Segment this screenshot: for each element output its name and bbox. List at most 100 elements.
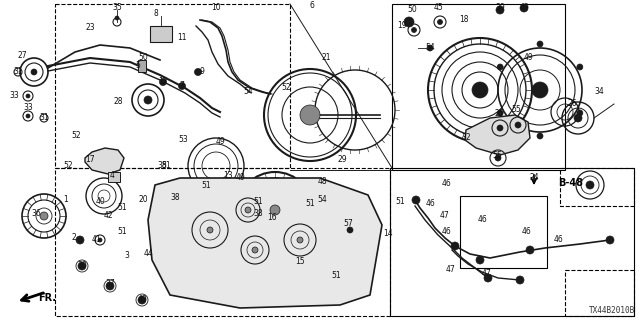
Circle shape <box>252 247 258 253</box>
Circle shape <box>347 227 353 233</box>
Circle shape <box>207 227 213 233</box>
Text: 55: 55 <box>511 106 521 115</box>
Circle shape <box>520 4 528 12</box>
Circle shape <box>577 64 583 70</box>
Text: 46: 46 <box>441 228 451 236</box>
Text: 52: 52 <box>281 83 291 92</box>
Text: 47: 47 <box>482 269 492 278</box>
Circle shape <box>577 110 583 116</box>
Circle shape <box>606 236 614 244</box>
Circle shape <box>40 212 48 220</box>
Text: 40: 40 <box>95 197 105 206</box>
Text: 28: 28 <box>113 98 123 107</box>
Text: 55: 55 <box>492 151 502 161</box>
Text: 11: 11 <box>177 34 187 43</box>
Circle shape <box>537 41 543 47</box>
Text: 7: 7 <box>180 82 184 91</box>
Text: 3: 3 <box>125 252 129 260</box>
Text: 16: 16 <box>267 213 277 222</box>
Bar <box>55 4 290 168</box>
Text: 32: 32 <box>461 133 471 142</box>
Circle shape <box>495 155 501 161</box>
Text: 50: 50 <box>407 5 417 14</box>
Circle shape <box>496 6 504 14</box>
Text: 34: 34 <box>594 87 604 97</box>
Text: 26: 26 <box>567 100 577 108</box>
Text: 54: 54 <box>243 87 253 97</box>
Polygon shape <box>148 178 382 308</box>
Circle shape <box>159 78 166 85</box>
Text: 49: 49 <box>523 53 533 62</box>
Bar <box>460 196 547 268</box>
Text: 54: 54 <box>425 44 435 52</box>
Text: 52: 52 <box>63 162 73 171</box>
Text: 51: 51 <box>253 197 263 206</box>
Circle shape <box>138 296 146 304</box>
Text: 53: 53 <box>178 135 188 145</box>
Circle shape <box>300 105 320 125</box>
Bar <box>392 4 565 170</box>
Text: 36: 36 <box>31 210 41 219</box>
Text: 46: 46 <box>477 215 487 225</box>
Circle shape <box>412 28 417 33</box>
Text: 29: 29 <box>337 156 347 164</box>
Circle shape <box>78 262 86 270</box>
Text: 6: 6 <box>310 2 314 11</box>
Circle shape <box>532 82 548 98</box>
Circle shape <box>26 114 30 118</box>
Text: 46: 46 <box>425 199 435 209</box>
Bar <box>138 60 146 72</box>
Text: 38: 38 <box>253 210 263 219</box>
Text: 46: 46 <box>553 236 563 244</box>
Circle shape <box>245 207 251 213</box>
Text: 44: 44 <box>143 250 153 259</box>
Text: 49: 49 <box>137 295 147 305</box>
Text: 47: 47 <box>446 266 456 275</box>
Text: 49: 49 <box>215 138 225 147</box>
Text: 38: 38 <box>170 194 180 203</box>
Text: 30: 30 <box>77 261 87 270</box>
Text: 25: 25 <box>494 109 504 118</box>
Text: 51: 51 <box>305 199 315 209</box>
Circle shape <box>472 82 488 98</box>
Circle shape <box>144 96 152 104</box>
Text: 37: 37 <box>105 279 115 289</box>
Text: 33: 33 <box>9 92 19 100</box>
Circle shape <box>497 64 503 70</box>
Text: 54: 54 <box>317 196 327 204</box>
Text: 51: 51 <box>395 197 405 206</box>
Circle shape <box>537 133 543 139</box>
Text: 38: 38 <box>157 162 167 171</box>
Circle shape <box>526 246 534 254</box>
Bar <box>55 168 390 316</box>
Circle shape <box>76 236 84 244</box>
Text: 51: 51 <box>117 204 127 212</box>
Text: 10: 10 <box>211 4 221 12</box>
Text: 31: 31 <box>13 68 23 76</box>
Circle shape <box>404 17 414 27</box>
Text: 48: 48 <box>317 178 327 187</box>
Text: 15: 15 <box>295 258 305 267</box>
Text: 39: 39 <box>495 4 505 12</box>
Text: 33: 33 <box>23 103 33 113</box>
Text: 9: 9 <box>200 68 204 76</box>
Circle shape <box>31 69 37 75</box>
Text: 17: 17 <box>85 156 95 164</box>
Circle shape <box>586 181 594 189</box>
Text: 14: 14 <box>383 229 393 238</box>
Circle shape <box>484 274 492 282</box>
Text: TX44B2010B: TX44B2010B <box>589 306 635 315</box>
Text: 49: 49 <box>235 173 245 182</box>
Circle shape <box>451 242 459 250</box>
Text: 46: 46 <box>522 228 532 236</box>
Text: 51: 51 <box>161 162 171 171</box>
Text: 18: 18 <box>460 15 468 25</box>
Text: 52: 52 <box>71 132 81 140</box>
Circle shape <box>98 238 102 242</box>
Circle shape <box>476 256 484 264</box>
Text: 46: 46 <box>441 180 451 188</box>
Circle shape <box>497 110 503 116</box>
Text: 23: 23 <box>85 23 95 33</box>
Circle shape <box>270 205 280 215</box>
Circle shape <box>26 94 30 98</box>
